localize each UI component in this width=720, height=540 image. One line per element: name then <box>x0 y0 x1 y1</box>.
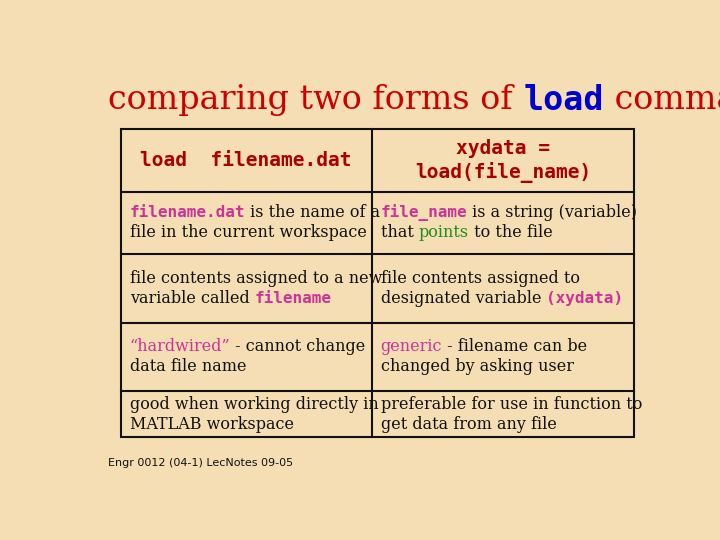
Text: that: that <box>381 224 419 241</box>
Text: good when working directly in: good when working directly in <box>130 396 379 413</box>
Text: file contents assigned to a new: file contents assigned to a new <box>130 270 382 287</box>
Text: filename.dat: filename.dat <box>130 205 245 220</box>
Text: - filename can be: - filename can be <box>442 339 588 355</box>
Text: - cannot change: - cannot change <box>230 339 366 355</box>
Text: variable called: variable called <box>130 290 254 307</box>
Text: comparing two forms of: comparing two forms of <box>108 84 523 116</box>
Text: generic: generic <box>381 339 442 355</box>
Text: command: command <box>603 84 720 116</box>
Text: get data from any file: get data from any file <box>381 416 557 433</box>
Text: preferable for use in function to: preferable for use in function to <box>381 396 642 413</box>
Text: load: load <box>523 84 603 117</box>
Text: designated variable: designated variable <box>381 290 546 307</box>
Text: file contents assigned to: file contents assigned to <box>381 270 580 287</box>
Text: load(file_name): load(file_name) <box>415 161 591 183</box>
Text: (xydata): (xydata) <box>546 291 624 306</box>
Text: Engr 0012 (04-1) LecNotes 09-05: Engr 0012 (04-1) LecNotes 09-05 <box>108 458 293 468</box>
Text: MATLAB workspace: MATLAB workspace <box>130 416 294 433</box>
Text: file in the current workspace: file in the current workspace <box>130 224 366 241</box>
Text: load  filename.dat: load filename.dat <box>140 151 352 170</box>
Text: file_name: file_name <box>381 204 467 221</box>
Text: is a string (variable): is a string (variable) <box>467 204 637 221</box>
Text: to the file: to the file <box>469 224 552 241</box>
Text: filename: filename <box>254 291 331 306</box>
Text: “hardwired”: “hardwired” <box>130 339 230 355</box>
Text: xydata =: xydata = <box>456 139 550 158</box>
Text: points: points <box>419 224 469 241</box>
Text: data file name: data file name <box>130 359 246 375</box>
Text: changed by asking user: changed by asking user <box>381 359 574 375</box>
Text: is the name of a: is the name of a <box>245 204 380 221</box>
